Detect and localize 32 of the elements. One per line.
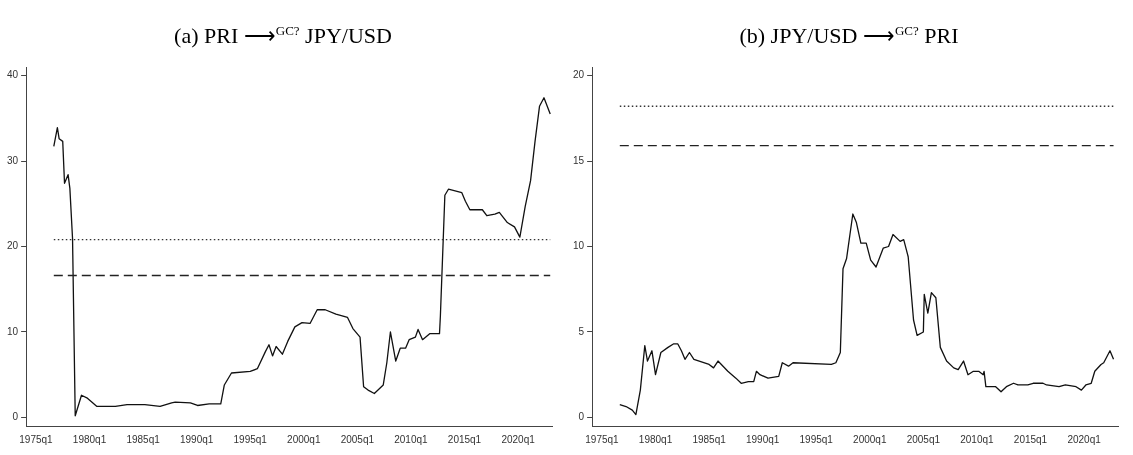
x-tick-label: 2010q1 — [960, 433, 995, 445]
y-tick-label: 40 — [7, 69, 19, 81]
y-tick-label: 10 — [7, 325, 19, 337]
x-tick-label: 2020q1 — [1067, 433, 1102, 445]
chart-title: (b) JPY/USD ⟶$^{GC?}$ PRI — [738, 22, 960, 51]
x-tick-label: 2000q1 — [853, 433, 887, 445]
y-tick-label: 0 — [12, 411, 19, 423]
y-tick-label: 10 — [573, 240, 585, 252]
y-tick-label: 30 — [7, 154, 19, 166]
x-tick-label: 2020q1 — [501, 433, 536, 445]
x-tick-label: 1980q1 — [638, 433, 673, 445]
x-tick-label: 1990q1 — [745, 433, 780, 445]
x-tick-label: 1990q1 — [179, 433, 214, 445]
chart-title: (a) PRI ⟶$^{GC?}$ JPY/USD — [173, 22, 393, 51]
y-tick-label: 20 — [573, 69, 585, 81]
y-tick-label: 0 — [578, 411, 585, 423]
y-tick-label: 5 — [578, 325, 585, 337]
x-tick-label: 2005q1 — [906, 433, 941, 445]
x-tick-label: 2015q1 — [447, 433, 482, 445]
x-tick-label: 1995q1 — [233, 433, 268, 445]
y-tick-label: 15 — [573, 154, 585, 166]
x-tick-label: 1985q1 — [126, 433, 161, 445]
y-tick-label: 20 — [7, 240, 19, 252]
x-tick-label: 1995q1 — [799, 433, 834, 445]
x-tick-label: 2000q1 — [287, 433, 321, 445]
x-tick-label: 1985q1 — [692, 433, 727, 445]
x-tick-label: 1980q1 — [72, 433, 107, 445]
x-tick-label: 2010q1 — [394, 433, 429, 445]
x-tick-label: 1975q1 — [19, 433, 54, 445]
x-tick-label: 1975q1 — [585, 433, 620, 445]
x-tick-label: 2005q1 — [340, 433, 375, 445]
x-tick-label: 2015q1 — [1013, 433, 1048, 445]
